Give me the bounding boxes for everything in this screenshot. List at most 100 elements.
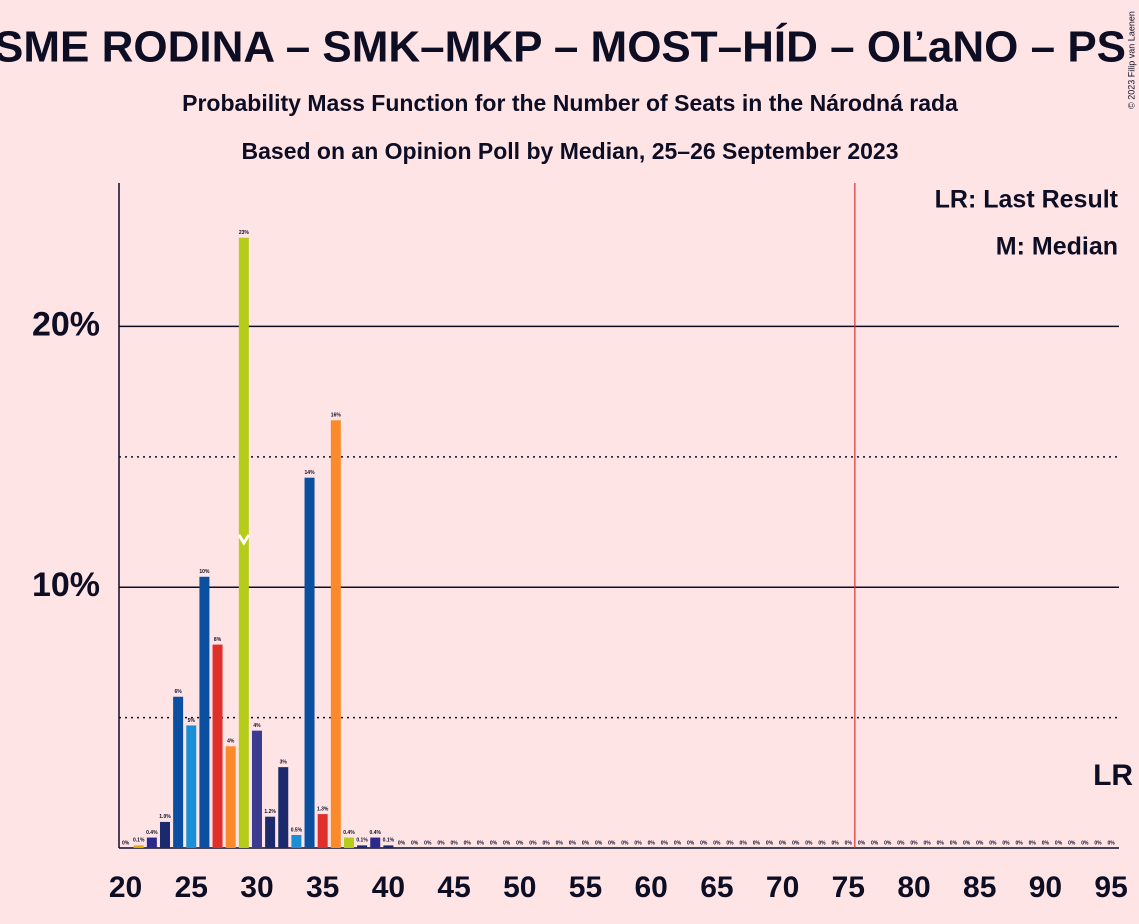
x-tick-label: 35 [306,871,339,904]
value-label: 4% [253,723,261,729]
value-label: 0% [621,840,629,846]
value-label: 0% [424,840,432,846]
value-label: 0% [1081,840,1089,846]
bar [330,420,341,848]
value-label: 0% [976,840,984,846]
bar [383,845,394,848]
value-label: 0% [897,840,905,846]
y-tick-label: 20% [32,305,100,343]
y-tick-label: 10% [32,566,100,604]
chart-subtitle: Probability Mass Function for the Number… [182,90,958,116]
value-label: 0% [1068,840,1076,846]
value-label: 0% [634,840,642,846]
value-label: 0% [1107,840,1115,846]
value-label: 0% [792,840,800,846]
value-label: 0% [569,840,577,846]
value-label: 0% [832,840,840,846]
value-label: 0% [503,840,511,846]
chart-subtitle: Based on an Opinion Poll by Median, 25–2… [242,138,899,164]
bar [173,696,184,848]
x-tick-label: 60 [635,871,668,904]
bar [304,477,315,848]
value-label: 8% [214,637,222,643]
value-label: 0.4% [146,830,158,836]
value-label: 0% [582,840,590,846]
x-tick-label: 55 [569,871,602,904]
x-tick-label: 80 [897,871,930,904]
value-label: 1.0% [159,814,171,820]
value-label: 0.4% [370,830,382,836]
value-label: 10% [199,569,210,575]
value-label: 0% [740,840,748,846]
x-tick-label: 65 [700,871,733,904]
bar [133,845,144,848]
value-label: 0% [542,840,550,846]
chart-title: SME RODINA – SMK–MKP – MOST–HÍD – OĽaNO … [0,22,1126,72]
value-label: 0% [608,840,616,846]
bar [212,644,223,848]
value-label: 0% [963,840,971,846]
bar [225,746,236,848]
value-label: 0% [556,840,564,846]
x-tick-label: 90 [1029,871,1062,904]
bar [291,834,302,848]
bar [317,814,328,848]
value-label: 0% [687,840,695,846]
bar [357,845,368,848]
value-label: 4% [227,739,235,745]
value-label: 0% [910,840,918,846]
x-tick-label: 95 [1094,871,1127,904]
value-label: 0% [411,840,419,846]
x-tick-label: 25 [175,871,208,904]
x-tick-label: 70 [766,871,799,904]
value-label: 0.5% [291,827,303,833]
x-tick-label: 85 [963,871,996,904]
value-label: 0% [884,840,892,846]
value-label: 0% [1002,840,1010,846]
value-label: 0% [1042,840,1050,846]
value-label: 0% [766,840,774,846]
value-label: 0% [1016,840,1024,846]
value-label: 0% [661,840,669,846]
value-label: 5% [188,718,196,724]
value-label: 0% [648,840,656,846]
value-label: 0% [1094,840,1102,846]
value-label: 23% [239,230,250,236]
value-label: 0% [924,840,932,846]
x-tick-label: 45 [437,871,470,904]
value-label: 0% [845,840,853,846]
bar [186,725,197,848]
bar [343,837,354,848]
value-label: 0% [937,840,945,846]
bar [159,821,170,848]
value-label: 0% [713,840,721,846]
value-label: 0% [753,840,761,846]
value-label: 0% [1055,840,1063,846]
bar [370,837,381,848]
bar [199,576,210,848]
value-label: 0% [477,840,485,846]
value-label: 14% [305,470,316,476]
value-label: 0% [122,840,130,846]
x-tick-label: 40 [372,871,405,904]
value-label: 0.1% [383,838,395,844]
value-label: 0% [871,840,879,846]
value-label: 0% [529,840,537,846]
value-label: 0% [490,840,498,846]
value-label: 3% [280,759,288,765]
value-label: 1.3% [317,806,329,812]
value-label: 0% [516,840,524,846]
value-label: 0% [950,840,958,846]
copyright: © 2023 Filip van Laenen [1126,11,1136,109]
bar [278,767,289,848]
value-label: 0% [1029,840,1037,846]
bar [265,816,276,848]
x-tick-label: 20 [109,871,142,904]
value-label: 0% [674,840,682,846]
legend-entry: LR: Last Result [935,186,1119,214]
value-label: 0.1% [356,838,368,844]
value-label: 0% [450,840,458,846]
value-label: 0% [779,840,787,846]
median-marker [237,534,251,546]
